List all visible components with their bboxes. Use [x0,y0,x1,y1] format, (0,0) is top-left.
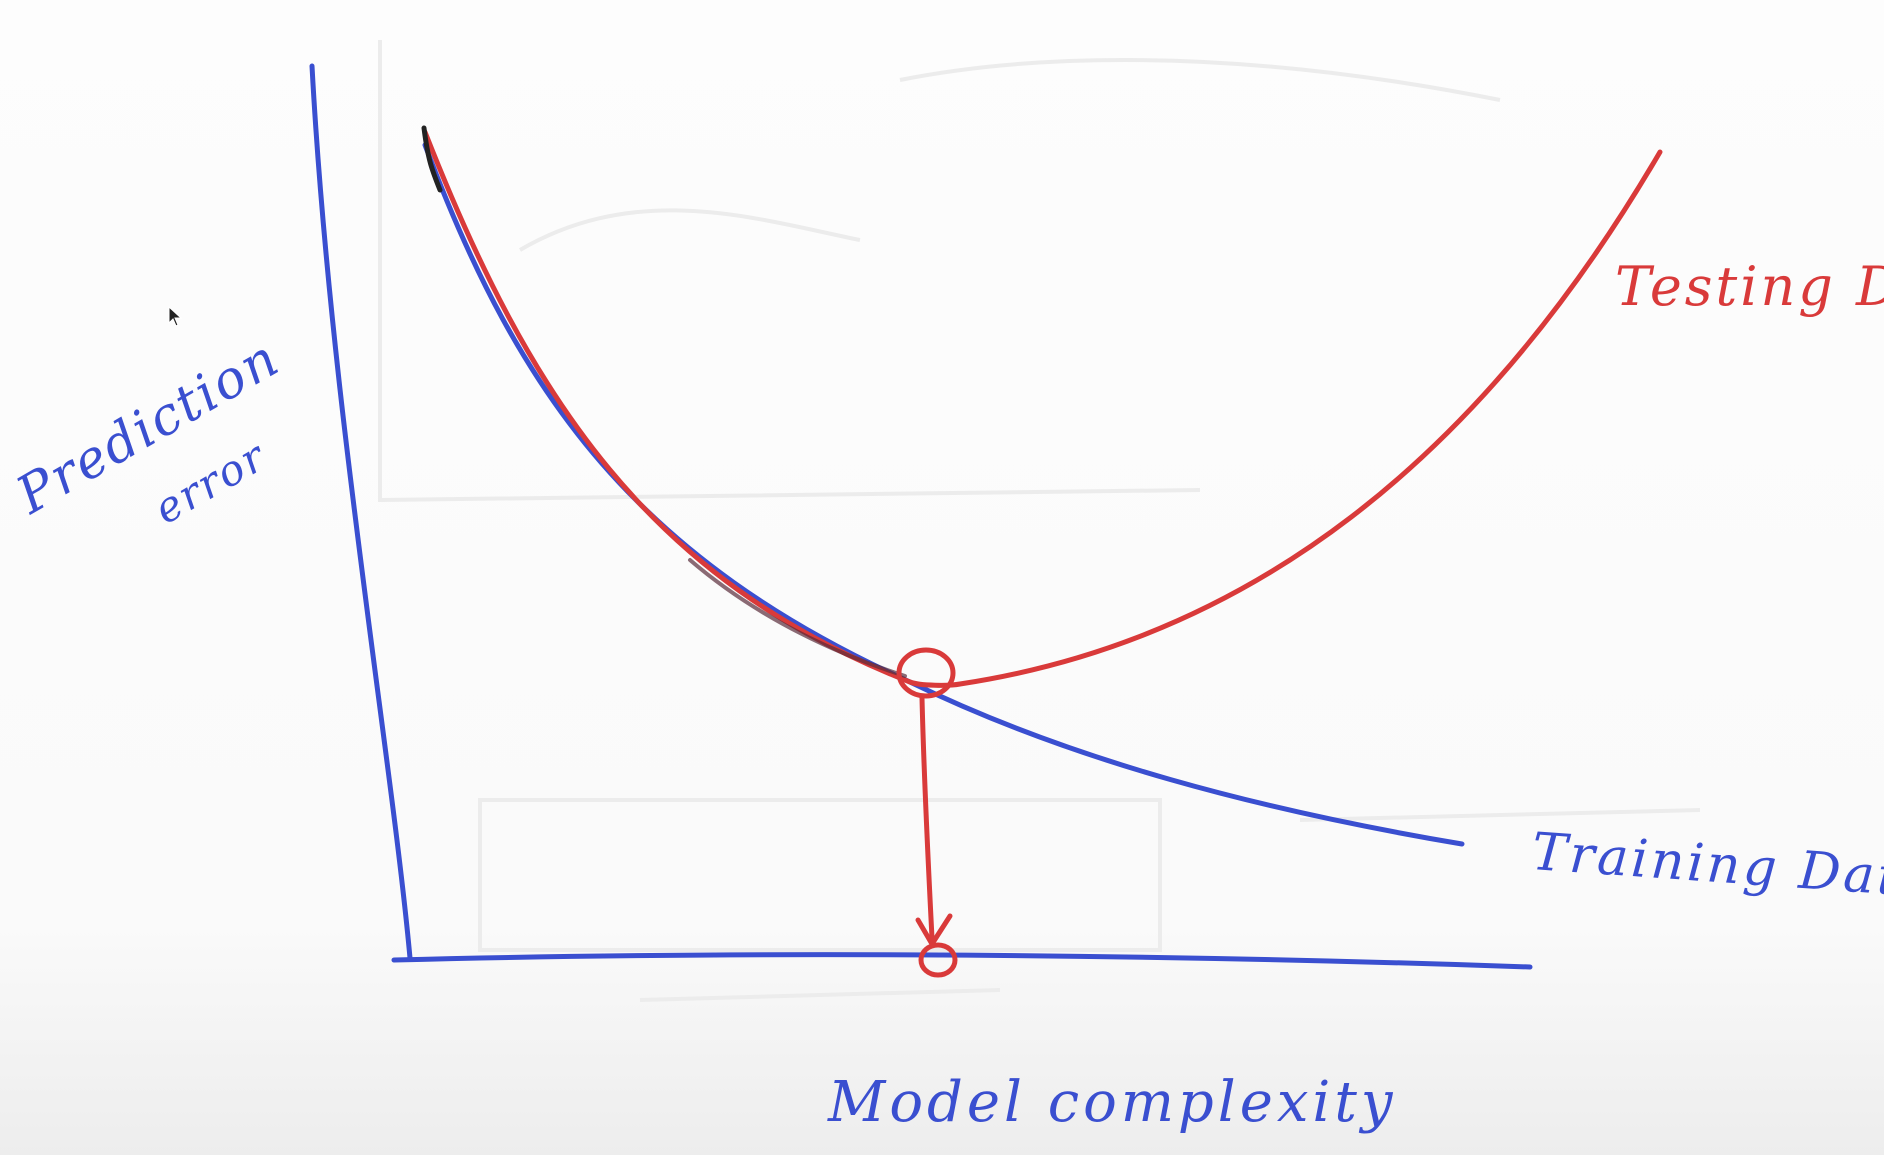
y-axis-line [309,63,413,961]
optimum-marker-circle [896,647,956,699]
x-axis-label: Model complexity [828,1070,1397,1135]
mouse-cursor-icon [168,306,183,327]
testing-data-label: Testing Data [1615,255,1884,318]
testing-data-curve [422,129,1663,688]
x-axis-optimum-marker [918,942,958,978]
optimum-arrow [919,695,935,941]
overlap-trace [688,558,907,678]
overlap-trace [421,125,443,193]
training-data-curve [422,142,1465,847]
x-axis-line [391,952,1533,970]
